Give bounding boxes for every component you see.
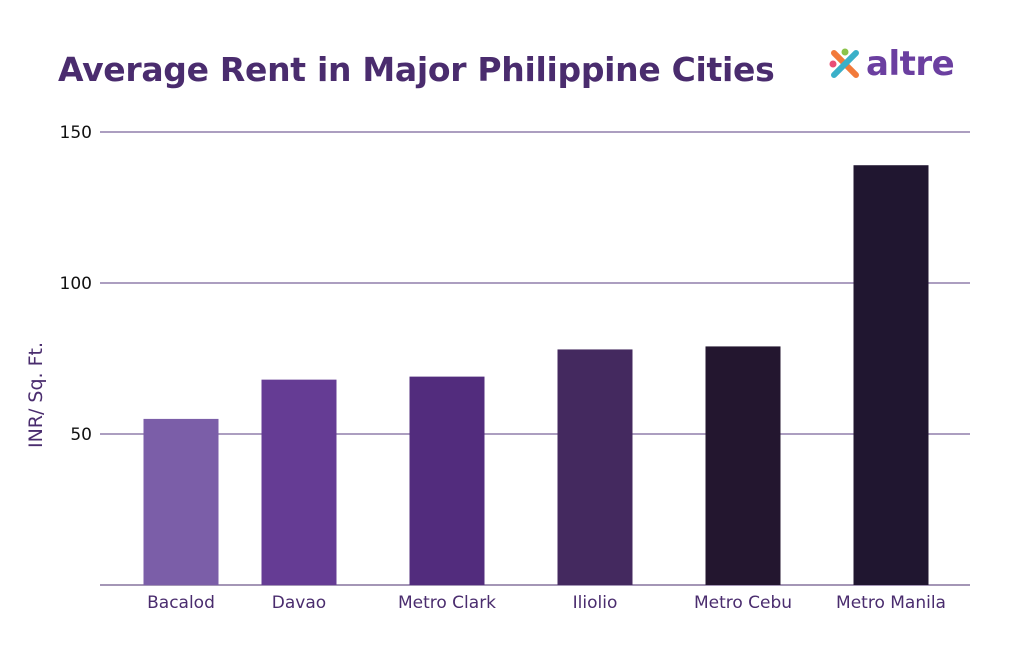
- y-tick-label: 50: [70, 425, 92, 445]
- brand-name: altre: [866, 44, 955, 84]
- bar: [853, 165, 929, 585]
- x-tick-label: Bacalod: [147, 593, 215, 613]
- bar: [557, 349, 633, 585]
- x-tick-label: Iliolio: [573, 593, 618, 613]
- bar: [409, 376, 485, 585]
- bar: [705, 346, 781, 585]
- bars: [143, 165, 929, 585]
- bar: [143, 418, 219, 585]
- y-tick-labels: 50 100 150: [60, 123, 92, 445]
- chart-title: Average Rent in Major Philippine Cities: [58, 50, 775, 89]
- y-axis-label: INR/ Sq. Ft.: [25, 342, 47, 448]
- y-tick-label: 150: [60, 123, 92, 143]
- bar: [261, 379, 337, 585]
- y-tick-label: 100: [60, 274, 92, 294]
- x-tick-label: Metro Cebu: [694, 593, 792, 613]
- x-tick-label: Davao: [272, 593, 326, 613]
- x-tick-label: Metro Clark: [398, 593, 496, 613]
- grid-lines: [100, 131, 970, 586]
- x-tick-label: Metro Manila: [836, 593, 946, 613]
- altre-logo-icon: [829, 48, 859, 78]
- x-tick-labels: Bacalod Davao Metro Clark Iliolio Metro Cebu…: [147, 593, 946, 613]
- altre-logo: altre: [828, 44, 955, 84]
